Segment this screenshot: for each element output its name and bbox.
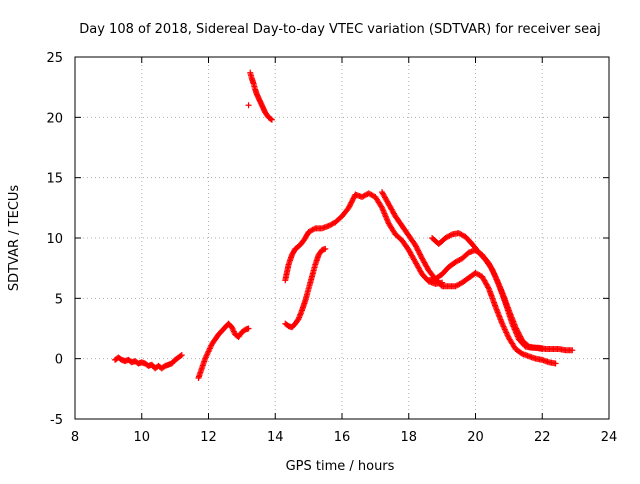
y-tick-label: 25 <box>46 51 63 66</box>
data-point <box>514 328 521 335</box>
data-point <box>515 330 522 337</box>
x-tick-label: 12 <box>200 430 217 445</box>
data-point <box>552 360 559 367</box>
data-point <box>348 199 355 206</box>
data-point <box>417 251 424 258</box>
y-axis-label: SDTVAR / TECUs <box>7 185 22 292</box>
data-point <box>489 268 496 275</box>
data-point <box>415 247 422 254</box>
data-point <box>491 270 498 277</box>
data-point <box>412 242 419 249</box>
tick-layer: 8 10 12 14 16 18 20 22 24 25 20 15 10 5 0 -5 <box>46 51 617 445</box>
data-point <box>413 243 420 250</box>
data-point <box>350 195 357 202</box>
data-point <box>515 329 522 336</box>
data-point <box>322 245 329 252</box>
data-point <box>513 326 520 333</box>
data-point <box>569 347 576 354</box>
data-point <box>488 265 495 272</box>
y-tick-label: 5 <box>55 292 63 307</box>
y-tick-label: 15 <box>46 172 63 187</box>
data-point <box>513 325 520 332</box>
x-tick-label: 10 <box>133 430 150 445</box>
data-point <box>310 226 317 233</box>
data-point <box>268 116 275 123</box>
data-point <box>294 317 301 324</box>
data-point <box>349 198 356 205</box>
y-tick-label: 10 <box>46 232 63 247</box>
data-point <box>517 333 524 340</box>
data-point <box>489 266 496 273</box>
data-point <box>517 334 524 341</box>
x-axis-label: GPS time / hours <box>286 459 395 474</box>
x-tick-label: 20 <box>467 430 484 445</box>
data-point <box>345 204 352 211</box>
data-point <box>349 196 356 203</box>
x-tick-label: 8 <box>71 430 79 445</box>
x-tick-label: 22 <box>534 430 551 445</box>
data-point <box>413 244 420 251</box>
chart-title: Day 108 of 2018, Sidereal Day-to-day VTE… <box>79 22 600 37</box>
data-point <box>177 352 184 359</box>
data-point <box>178 352 185 359</box>
x-tick-label: 24 <box>601 430 618 445</box>
x-tick-label: 14 <box>267 430 284 445</box>
data-point <box>347 200 354 207</box>
data-point <box>485 284 492 291</box>
data-point <box>415 248 422 255</box>
data-point <box>491 272 498 279</box>
data-point <box>268 116 275 123</box>
data-point <box>346 203 353 210</box>
data-point <box>245 325 252 332</box>
data-point <box>516 332 523 339</box>
data-point <box>539 346 546 353</box>
data-point <box>347 202 354 209</box>
y-tick-label: 20 <box>46 111 63 126</box>
data-point <box>487 264 494 271</box>
x-tick-label: 18 <box>400 430 417 445</box>
data-point <box>417 252 424 259</box>
data-point <box>487 262 494 269</box>
data-point <box>416 250 423 257</box>
data-point <box>414 246 421 253</box>
y-tick-label: -5 <box>50 413 63 428</box>
data-point <box>512 324 519 331</box>
data-point <box>490 269 497 276</box>
data-point <box>245 102 252 109</box>
plot-area-border <box>74 56 610 420</box>
y-tick-label: 0 <box>55 353 63 368</box>
data-point <box>447 232 454 239</box>
grid-layer <box>75 57 609 419</box>
data-point <box>486 261 493 268</box>
data-point <box>485 260 492 267</box>
point-layer <box>112 69 576 381</box>
x-tick-label: 16 <box>334 430 351 445</box>
